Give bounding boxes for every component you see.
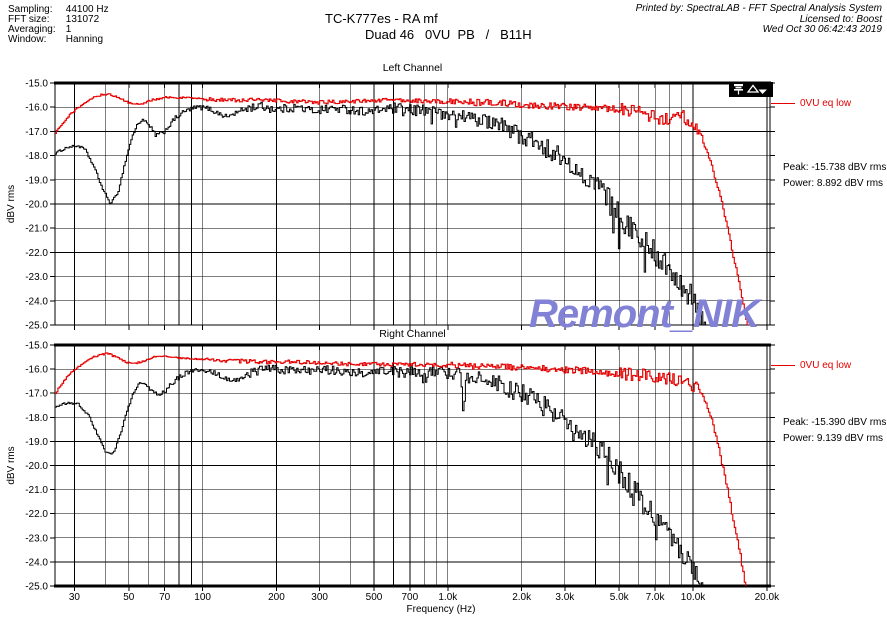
y-tick-label: -23.0: [25, 533, 48, 544]
measurement-title-line1: TC-K777es - RA mf: [325, 11, 438, 26]
y-tick-label: -24.0: [25, 296, 48, 307]
power-readout-right: Power: 9.139 dBV rms: [783, 433, 884, 444]
legend-label: 0VU eq low: [800, 98, 852, 109]
chart-left: -15.0 -16.0 -17.0 -18.0 -19.0 -20.0 -21.0 -22.0…: [6, 79, 775, 332]
y-tick-label: -21.0: [25, 485, 48, 496]
legend-line-sample: [771, 103, 795, 104]
series-eq-low: [55, 352, 747, 586]
x-tick-label: 50: [123, 592, 135, 603]
y-tick-label: -20.0: [25, 200, 48, 211]
y-axis-title: dBV rms: [6, 185, 17, 223]
param-value: 1: [65, 24, 72, 35]
y-axis-title: dBV rms: [6, 446, 17, 484]
y-tick-label: -17.0: [25, 389, 48, 400]
y-tick-label: -25.0: [25, 582, 48, 593]
param-sampling: Sampling: 44100 Hz: [8, 5, 109, 15]
x-tick-label: 1.0k: [438, 592, 458, 603]
y-tick-label: -15.0: [25, 341, 48, 352]
param-value: Hanning: [65, 34, 104, 45]
y-tick-label: -18.0: [25, 413, 48, 424]
param-window: Window: Hanning: [8, 35, 109, 45]
y-tick-label: -18.0: [25, 151, 48, 162]
y-tick-label: -16.0: [25, 103, 48, 114]
x-tick-label: 2.0k: [512, 592, 532, 603]
print-date: Wed Oct 30 06:42:43 2019: [762, 24, 882, 35]
x-tick-label: 3.0k: [555, 592, 575, 603]
x-tick-label: 10.0k: [681, 592, 706, 603]
param-label: Window:: [8, 34, 47, 45]
y-tick-label: -24.0: [25, 557, 48, 568]
x-tick-label: 70: [159, 592, 171, 603]
peak-readout-right: Peak: -15.390 dBV rms: [783, 417, 887, 428]
series-playback: [55, 364, 704, 586]
param-fft-size: FFT size: 131072: [8, 15, 109, 25]
legend-label: 0VU eq low: [800, 360, 852, 371]
series-group: [55, 93, 750, 325]
x-tick-label: 30: [69, 592, 81, 603]
param-label: FFT size:: [8, 14, 50, 25]
y-tick-label: -19.0: [25, 437, 48, 448]
fft-params: Sampling: 44100 Hz FFT size: 131072 Aver…: [8, 5, 109, 45]
param-label: Averaging:: [8, 24, 56, 35]
x-tick-label: 500: [366, 592, 383, 603]
chart-right: -15.0 -16.0 -17.0 -18.0 -19.0 -20.0 -21.0 -22.0…: [6, 341, 780, 616]
series-playback: [55, 101, 707, 325]
right-channel-title: Right Channel: [379, 328, 446, 340]
y-tick-label: -23.0: [25, 272, 48, 283]
y-tick-label: -19.0: [25, 175, 48, 186]
overlay-marker-icon: [729, 82, 773, 97]
legend-right-channel: 0VU eq low: [771, 360, 851, 371]
power-readout-left: Power: 8.892 dBV rms: [783, 178, 884, 189]
x-tick-label: 20.0k: [755, 592, 780, 603]
y-tick-label: -22.0: [25, 248, 48, 259]
series-eq-low: [55, 93, 750, 325]
x-tick-label: 700: [402, 592, 419, 603]
y-tick-label: -22.0: [25, 509, 48, 520]
param-label: Sampling:: [8, 4, 53, 15]
print-info: Printed by: SpectraLAB - FFT Spectral An…: [635, 3, 882, 36]
x-tick-label: 200: [268, 592, 285, 603]
x-tick-label: 5.0k: [610, 592, 630, 603]
x-axis-title: Frequency (Hz): [407, 604, 476, 615]
y-tick-label: -25.0: [25, 321, 48, 332]
measurement-title-line2: Duad 46 0VU PB / B11H: [365, 27, 532, 42]
y-tick-label: -20.0: [25, 461, 48, 472]
measurement-title: TC-K777es - RA mf Duad 46 0VU PB / B11H: [325, 11, 532, 43]
x-tick-label: 100: [194, 592, 211, 603]
param-value: 131072: [65, 14, 100, 25]
legend-line-sample: [771, 365, 795, 366]
param-value: 44100 Hz: [65, 4, 109, 15]
y-tick-label: -15.0: [25, 79, 48, 90]
pin-and-wave-icon: [734, 84, 767, 95]
y-tick-label: -16.0: [25, 365, 48, 376]
licensed-to: Licensed to: Boost: [799, 13, 882, 25]
y-tick-label: -17.0: [25, 127, 48, 138]
param-averaging: Averaging: 1: [8, 25, 109, 35]
series-group: [55, 352, 747, 586]
peak-readout-left: Peak: -15.738 dBV rms: [783, 162, 887, 173]
x-tick-label: 300: [311, 592, 328, 603]
left-channel-title: Left Channel: [382, 62, 443, 74]
x-tick-label: 7.0k: [646, 592, 666, 603]
printed-by: Printed by: SpectraLAB - FFT Spectral An…: [635, 3, 882, 14]
legend-left-channel: 0VU eq low: [771, 98, 851, 109]
watermark: Remont_NIK: [529, 292, 760, 336]
y-tick-label: -21.0: [25, 224, 48, 235]
